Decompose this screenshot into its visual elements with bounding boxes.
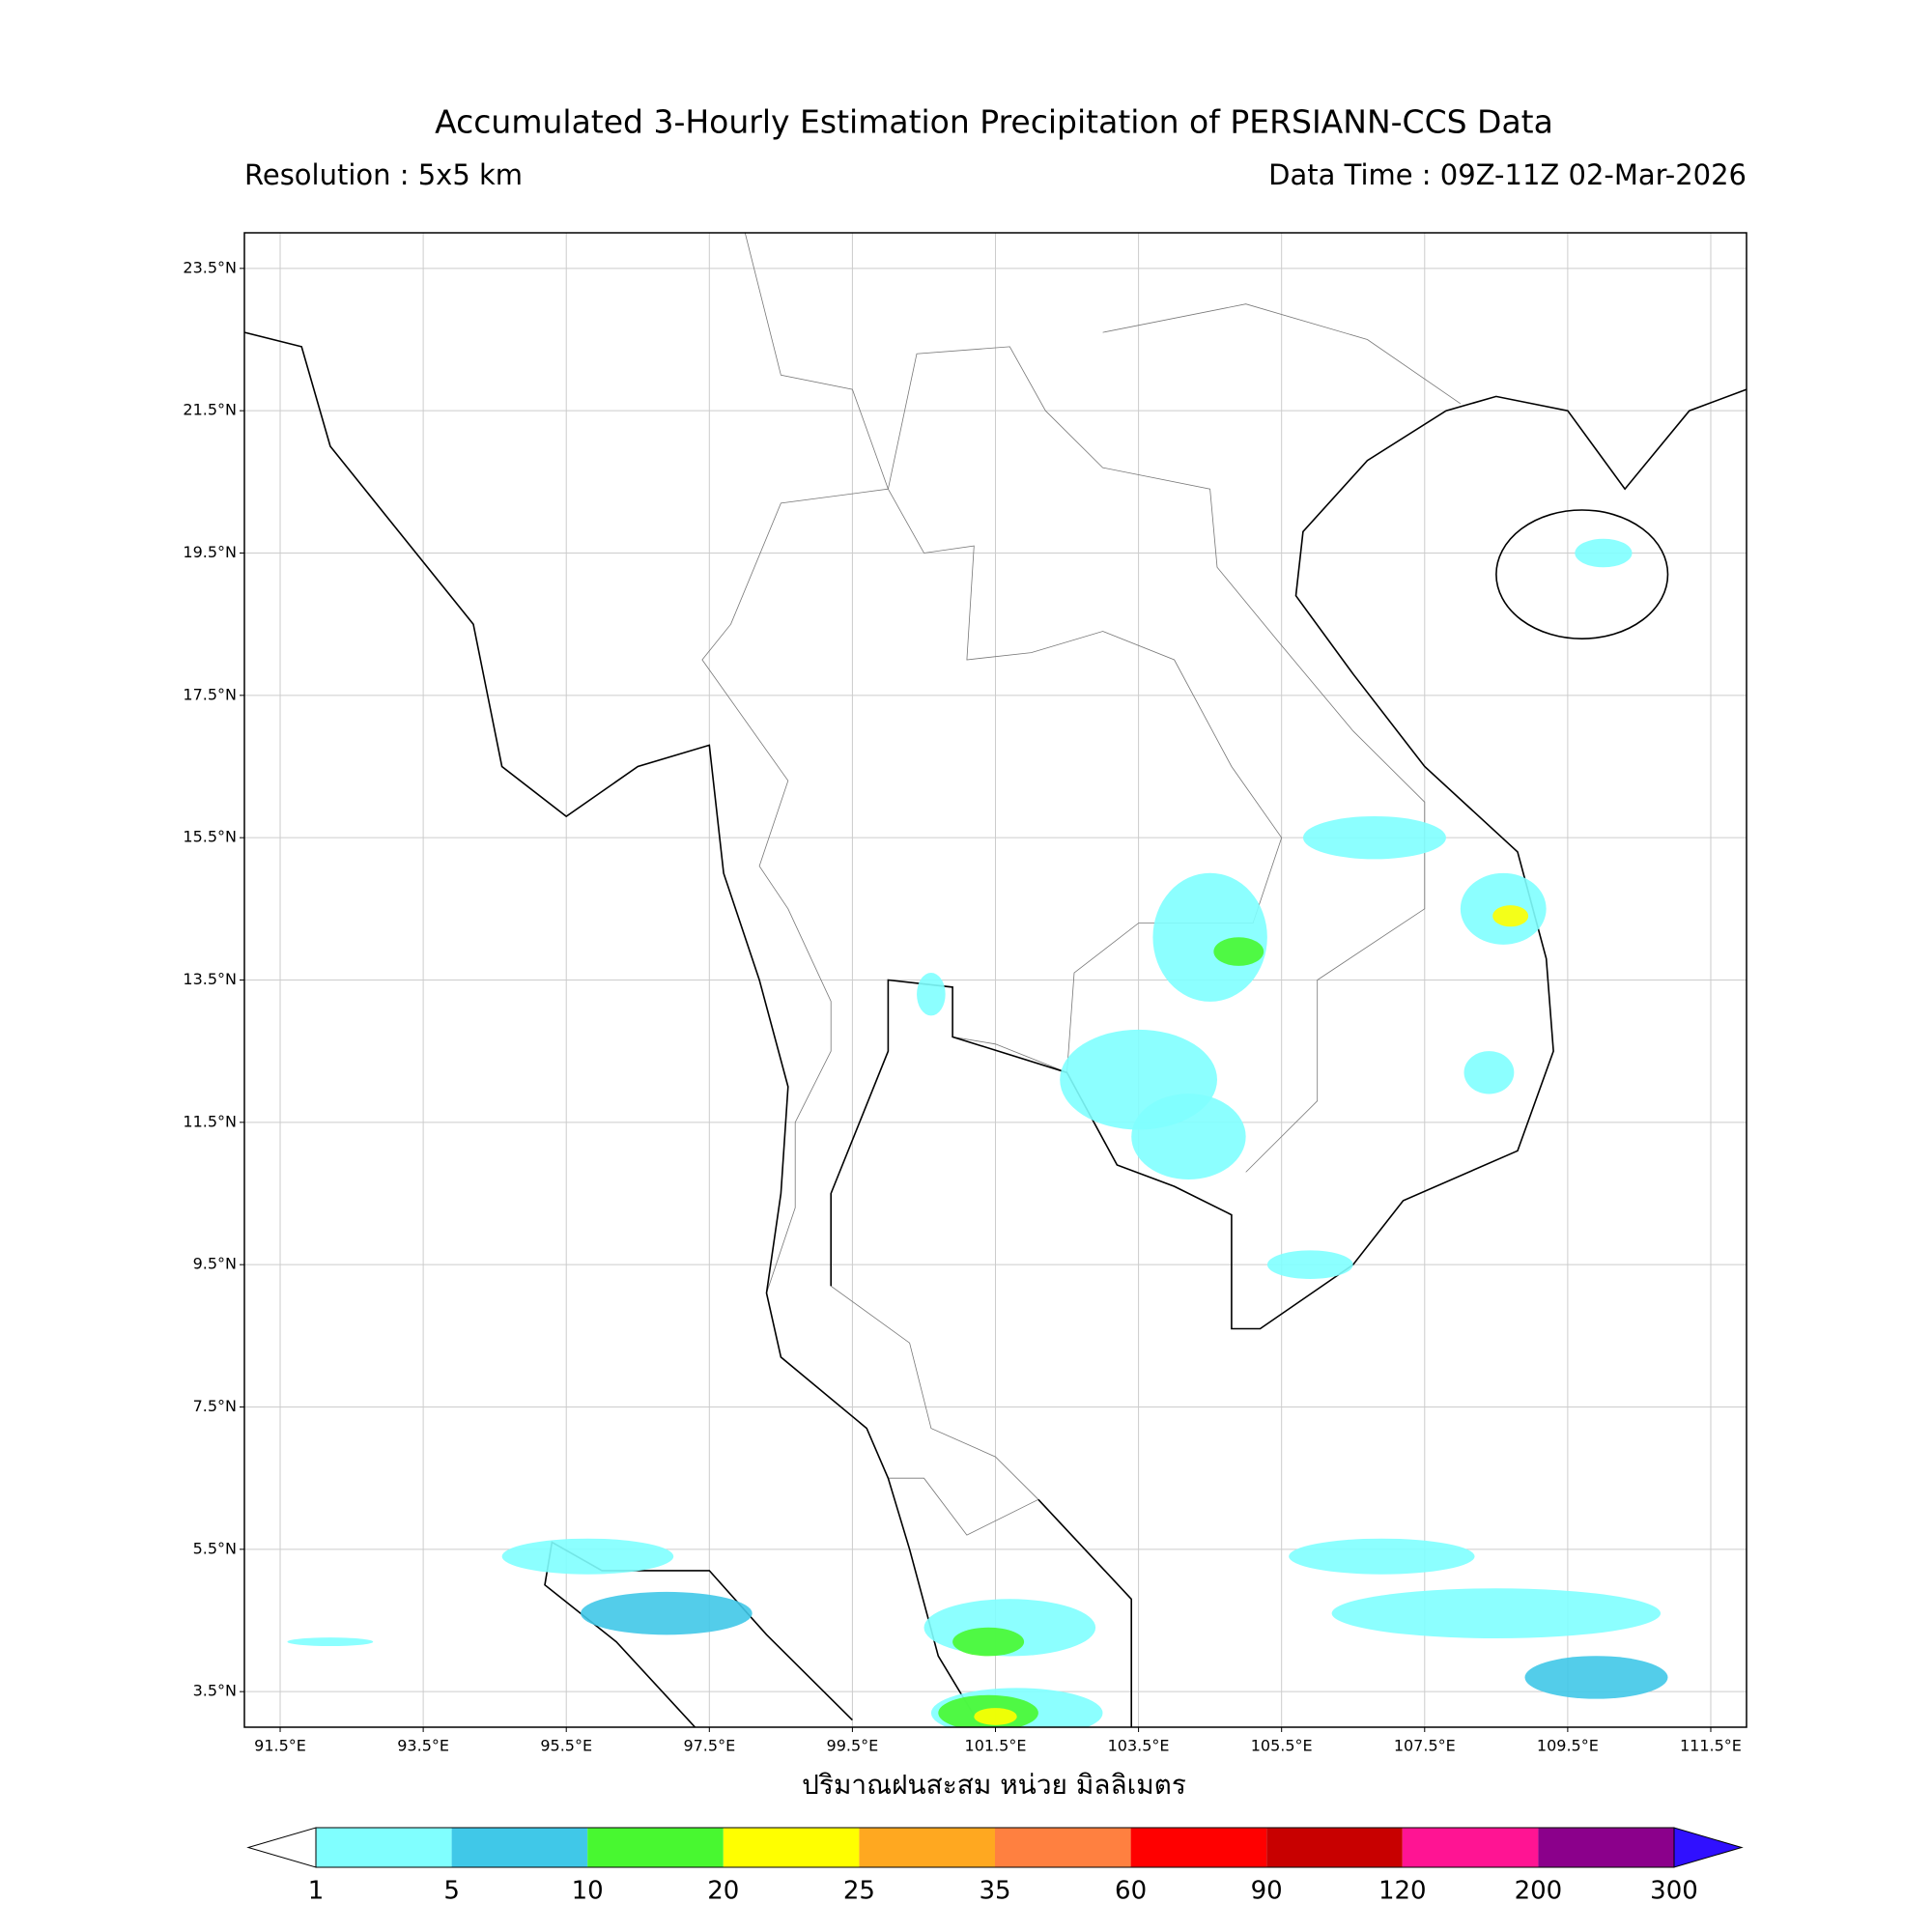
rain-area (1131, 1094, 1246, 1179)
rain-area (1524, 1656, 1668, 1699)
colorbar-label: 300 (1650, 1877, 1698, 1906)
lat-tick-label: 11.5°N (183, 1112, 237, 1130)
colorbar-label: 10 (572, 1877, 604, 1906)
colorbar-segment (451, 1828, 588, 1867)
x-label: ปริมาณฝนสะสม หน่วย มิลลิเมตร (802, 1769, 1186, 1801)
lon-tick-label: 97.5°E (683, 1737, 735, 1755)
border (888, 346, 1426, 1173)
map-area (244, 233, 1747, 1727)
colorbar-segment (1130, 1828, 1267, 1867)
border (1102, 303, 1462, 405)
colorbar-label: 5 (443, 1877, 460, 1906)
coastline (1037, 1498, 1132, 1727)
colorbar-over (1673, 1827, 1744, 1868)
title: Accumulated 3-Hourly Estimation Precipit… (435, 103, 1553, 141)
colorbar-segment (1402, 1828, 1539, 1867)
rain-area (1331, 1588, 1662, 1639)
colorbar-under (246, 1827, 317, 1868)
colorbar-label: 1 (308, 1877, 325, 1906)
colorbar-label: 60 (1115, 1877, 1147, 1906)
colorbar-label: 25 (843, 1877, 875, 1906)
lat-tick-label: 13.5°N (183, 970, 237, 988)
colorbar-segment (1538, 1828, 1674, 1867)
lat-tick-label: 21.5°N (183, 401, 237, 419)
colorbar: 1 5 10 20 25 35 60 90 120 200 300 (246, 1827, 1744, 1906)
lon-tick-label: 93.5°E (397, 1737, 449, 1755)
coastline (830, 388, 1747, 1330)
lon-tick-label: 103.5°E (1108, 1737, 1170, 1755)
colorbar-label: 35 (979, 1877, 1010, 1906)
lat-tick-label: 3.5°N (193, 1682, 237, 1700)
rain-area (917, 973, 946, 1016)
rain-area (1213, 937, 1264, 966)
rain-area (1289, 1538, 1475, 1575)
rain-area (1266, 1250, 1353, 1279)
lat-tick-label: 17.5°N (183, 685, 237, 703)
colorbar-segment (723, 1828, 860, 1867)
rain-area (501, 1538, 674, 1575)
border (701, 488, 1283, 1536)
colorbar-segment (316, 1828, 452, 1867)
rain-area (1492, 905, 1529, 927)
colorbar-label: 120 (1378, 1877, 1427, 1906)
resolution: Resolution : 5x5 km (244, 158, 523, 191)
lon-tick-label: 109.5°E (1537, 1737, 1599, 1755)
lat-tick-label: 23.5°N (183, 258, 237, 276)
rain-area (974, 1708, 1017, 1725)
coastline (1495, 509, 1669, 639)
colorbar-segment (859, 1828, 995, 1867)
lon-tick-label: 107.5°E (1394, 1737, 1456, 1755)
lon-tick-label: 99.5°E (827, 1737, 879, 1755)
rain-area (287, 1637, 374, 1647)
lat-tick-label: 9.5°N (193, 1255, 237, 1273)
data-time: Data Time : 09Z-11Z 02-Mar-2026 (1268, 158, 1747, 191)
rain-area (1463, 1051, 1515, 1094)
rain-area (952, 1627, 1025, 1657)
rain-area (1575, 538, 1633, 568)
colorbar-label: 200 (1515, 1877, 1563, 1906)
lat-tick-label: 5.5°N (193, 1539, 237, 1557)
coastline (244, 331, 982, 1727)
colorbar-label: 20 (707, 1877, 739, 1906)
lon-tick-label: 101.5°E (965, 1737, 1027, 1755)
colorbar-segment (587, 1828, 724, 1867)
lon-tick-label: 95.5°E (540, 1737, 592, 1755)
lon-tick-label: 111.5°E (1680, 1737, 1742, 1755)
colorbar-outline (315, 1827, 1675, 1868)
lon-tick-label: 91.5°E (254, 1737, 306, 1755)
colorbar-segment (995, 1828, 1131, 1867)
rain-area (1302, 815, 1446, 860)
lat-tick-label: 15.5°N (183, 828, 237, 846)
lon-tick-label: 105.5°E (1251, 1737, 1313, 1755)
lat-tick-label: 7.5°N (193, 1397, 237, 1415)
rain-area (1152, 872, 1267, 1002)
colorbar-label: 90 (1251, 1877, 1283, 1906)
rain-area (581, 1591, 753, 1635)
colorbar-segment (1266, 1828, 1403, 1867)
lat-tick-label: 19.5°N (183, 543, 237, 561)
border (744, 233, 889, 490)
